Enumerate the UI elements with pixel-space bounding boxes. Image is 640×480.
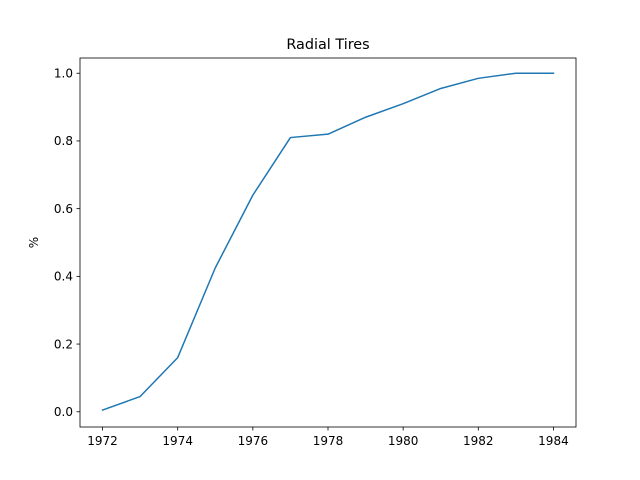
x-tick-label: 1976 bbox=[238, 434, 269, 448]
series-layer bbox=[101, 72, 555, 412]
plot-frame bbox=[79, 57, 577, 428]
x-tick-label: 1982 bbox=[463, 434, 494, 448]
x-tick-label: 1972 bbox=[87, 434, 118, 448]
chart-title: Radial Tires bbox=[286, 37, 369, 53]
y-tick-label: 1.0 bbox=[54, 67, 73, 81]
y-tick-label: 0.8 bbox=[54, 134, 73, 148]
x-tick-label: 1980 bbox=[388, 434, 419, 448]
y-axis-label: % bbox=[27, 237, 41, 248]
y-axis-ticks: 0.0 0.2 0.4 0.6 0.8 1.0 bbox=[54, 67, 80, 419]
y-tick-label: 0.0 bbox=[54, 405, 73, 419]
x-tick-label: 1984 bbox=[538, 434, 569, 448]
y-tick-label: 0.4 bbox=[54, 270, 73, 284]
x-tick-label: 1974 bbox=[162, 434, 193, 448]
x-tick-label: 1978 bbox=[313, 434, 344, 448]
y-tick-label: 0.6 bbox=[54, 202, 73, 216]
plot-area bbox=[80, 58, 576, 427]
x-axis-ticks: 1972 1974 1976 1978 1980 1982 1984 bbox=[87, 427, 569, 448]
y-tick-label: 0.2 bbox=[54, 337, 73, 351]
